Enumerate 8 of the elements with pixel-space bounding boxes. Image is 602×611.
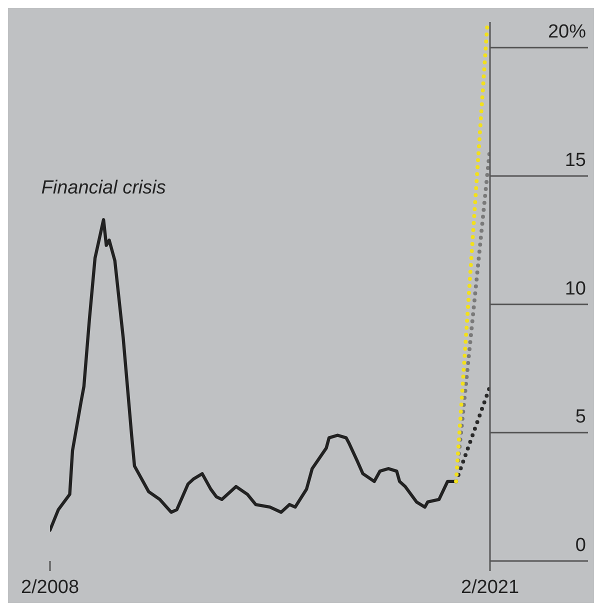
x-tick-label: 2/2021 bbox=[460, 577, 520, 598]
x-tick-label: 2/2008 bbox=[20, 577, 80, 598]
y-tick-label: 20% bbox=[548, 22, 586, 43]
y-tick-label: 5 bbox=[575, 406, 586, 428]
annotation: Financial crisis bbox=[41, 178, 166, 199]
y-tick-label: 15 bbox=[564, 150, 586, 171]
y-tick-label: 10 bbox=[564, 278, 586, 300]
y-tick-label: 0 bbox=[575, 535, 586, 556]
